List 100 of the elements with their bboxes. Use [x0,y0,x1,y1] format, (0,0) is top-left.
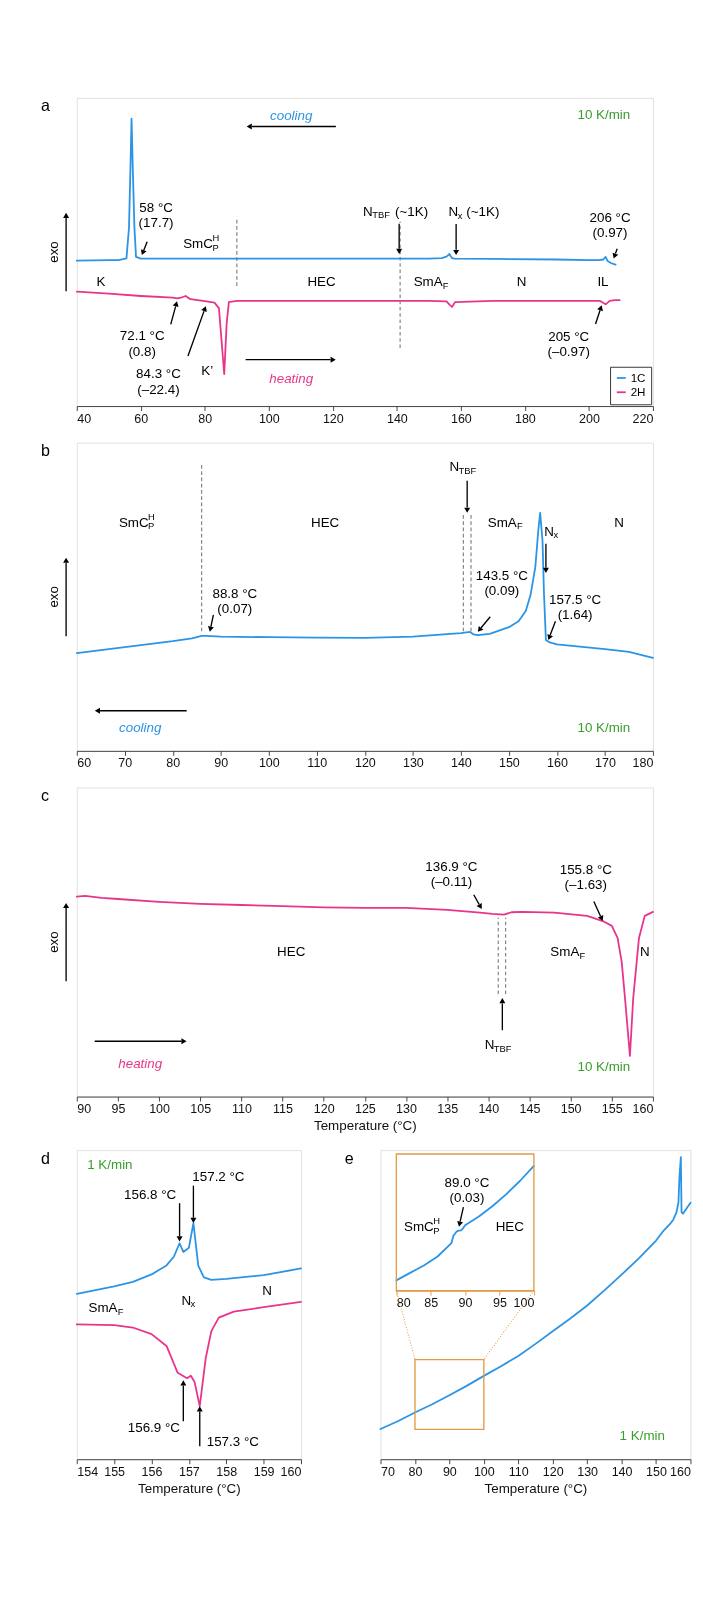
x-tick-label: 115 [273,1102,294,1117]
x-tick-label: 40 [77,411,92,426]
x-tick-label: 140 [478,1102,500,1117]
x-tick-label: 159 [253,1464,275,1479]
text: 1 K/min [87,1156,133,1172]
x-tick-label: 220 [632,411,654,426]
annotation: heating [269,370,314,386]
x-tick-label: 155 [104,1464,126,1479]
x-tick-label: 160 [546,756,568,771]
x-tick-label: 90 [77,1102,92,1117]
chart-title: b [41,441,51,460]
x-tick-label: 150 [646,1464,667,1479]
x-tick-label: 80 [408,1464,423,1479]
annotation: 205 °C (–0.97) [547,328,590,360]
annotation: 156.9 °C [127,1419,181,1435]
x-tick-label: 80 [198,411,213,426]
annotation: 88.8 °C (0.07) [212,585,258,617]
annotation: 84.3 °C (–22.4) [136,366,182,397]
x-tick-label: 110 [307,756,328,771]
x-tick-label: 180 [632,756,654,771]
annotation: N [262,1282,272,1298]
x-tick-label: 110 [231,1102,252,1117]
legend-label: 1C [630,370,646,384]
chart-title: d [41,1148,51,1167]
y-axis-title: exo [46,241,62,263]
annotation: 10 K/min [577,1058,631,1074]
annotation: 157.5 °C (1.64) [549,592,602,623]
x-tick-label: 130 [577,1464,599,1479]
annotation: IL [597,274,609,290]
x-tick-label: 100 [258,756,280,771]
annotation: HEC [311,514,340,530]
x-tick-label: 100 [258,411,280,426]
x-tick-label: 120 [542,1464,564,1479]
chart-title: e [344,1148,354,1167]
x-tick-label: 160 [632,1102,654,1117]
annotation: 10 K/min [577,720,631,736]
annotation: cooling [119,720,162,736]
x-tick-label: 170 [594,756,616,771]
annotation: 136.9 °C (–0.11) [425,858,478,889]
annotation: N [640,944,650,960]
annotation: cooling [270,108,313,124]
x-tick-label: 120 [354,756,376,771]
x-tick-label: 90 [442,1464,457,1479]
x-axis-title: Temperature (°C) [138,1480,241,1496]
x-tick-label: 160 [670,1464,691,1479]
x-tick-label: 140 [386,411,408,426]
x-tick-label: 200 [578,411,600,426]
x-tick-label: 125 [354,1102,376,1117]
x-tick-label: 70 [118,756,133,771]
x-tick-label: 95 [111,1102,126,1117]
annotation: K [96,274,106,290]
x-tick-label: 156 [141,1464,163,1479]
x-tick-label: 110 [508,1464,529,1479]
x-tick-label: 180 [514,411,536,426]
x-tick-label: 130 [402,756,424,771]
x-tick-label: 150 [498,756,520,771]
x-tick-label: 130 [396,1102,417,1117]
annotation: 156.8 °C [124,1186,177,1202]
x-tick-label: 100 [473,1464,495,1479]
annotation: N [516,274,527,290]
annotation: 10 K/min [577,107,631,123]
x-tick-label: 140 [450,756,472,771]
chart-title: a [41,96,51,115]
annotation: 58 °C (17.7) [138,200,174,231]
annotation: 155.8 °C (–1.63) [559,861,613,892]
annotation: 157.2 °C [192,1169,245,1185]
x-tick-label: 158 [216,1464,238,1479]
chart-title: c [41,785,50,804]
x-tick-label: 157 [178,1464,200,1479]
annotation: 143.5 °C (0.09) [475,568,529,599]
y-axis-title: exo [46,586,62,608]
x-tick-label: 60 [77,756,92,771]
x-tick-label: 160 [280,1464,302,1479]
x-tick-label: 90 [214,756,229,771]
x-tick-label: 145 [519,1102,541,1117]
x-tick-label: 155 [601,1102,623,1117]
x-tick-label: 150 [560,1102,582,1117]
annotation: heating [118,1056,163,1072]
annotation: 72.1 °C (0.8) [119,328,165,359]
x-tick-label: 70 [380,1464,395,1479]
x-tick-label: 140 [611,1464,633,1479]
annotation: HEC [277,944,306,960]
legend-label: 2H [630,384,646,398]
x-tick-label: 60 [134,411,149,426]
annotation: K’ [201,362,214,378]
x-tick-label: 160 [450,411,472,426]
y-axis-title: exo [46,931,62,953]
x-tick-label: 120 [322,411,344,426]
annotation: HEC [307,274,337,290]
x-axis-title: Temperature (°C) [313,1118,417,1134]
x-tick-label: 135 [437,1102,459,1117]
x-axis-title: Temperature (°C) [484,1480,588,1496]
annotation: N [614,514,624,530]
annotation: 157.3 °C [206,1434,260,1450]
x-tick-label: 154 [77,1464,99,1479]
x-tick-label: 105 [190,1102,212,1117]
annotation: 206 °C (0.97) [589,210,631,241]
x-tick-label: 100 [149,1102,171,1117]
x-tick-label: 120 [313,1102,335,1117]
annotation: 1 K/min [619,1427,665,1443]
